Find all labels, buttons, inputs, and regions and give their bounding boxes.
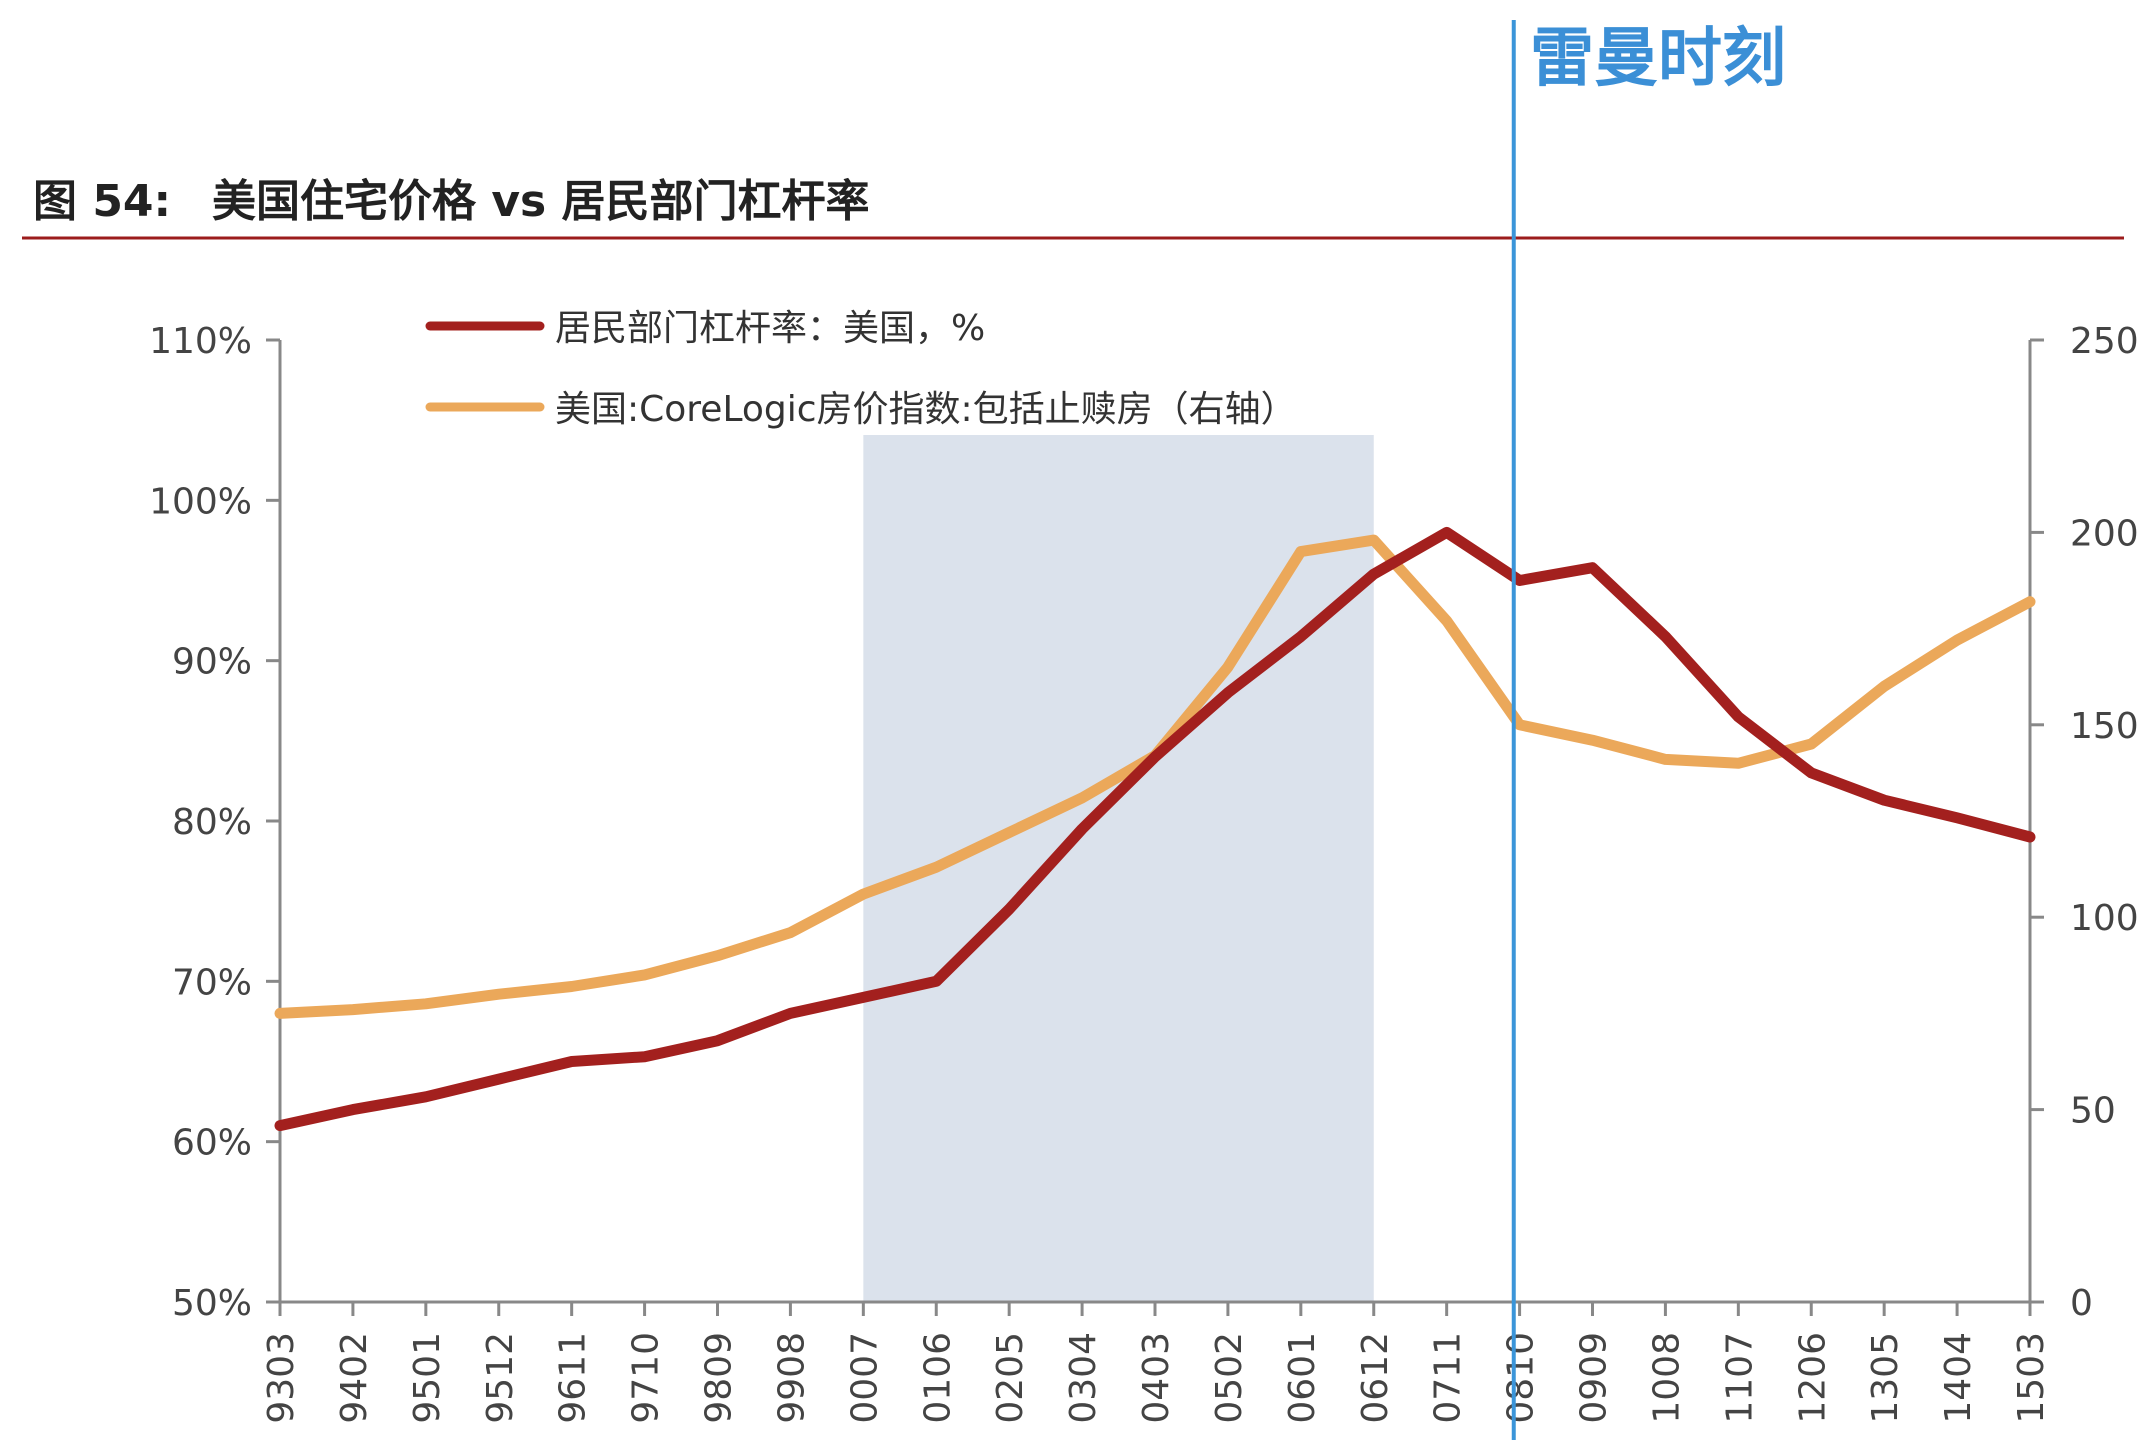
- leverage-point: [1153, 754, 1157, 759]
- x-tick-label: 0909: [1574, 1332, 1615, 1424]
- house-price-point: [861, 892, 866, 897]
- x-tick-label: 9710: [626, 1332, 667, 1424]
- house-price-point: [1225, 665, 1230, 670]
- leverage-point: [1225, 690, 1230, 695]
- house-price-point: [496, 992, 501, 997]
- house-price-point: [1590, 738, 1595, 743]
- x-tick-label: 9611: [553, 1332, 594, 1424]
- house-price-point: [1371, 538, 1376, 543]
- right-tick-label: 150: [2070, 706, 2139, 747]
- left-tick-label: 80%: [172, 802, 252, 843]
- x-tick-label: 0601: [1282, 1332, 1323, 1424]
- x-tick-label: 9303: [261, 1332, 302, 1424]
- leverage-point: [350, 1107, 355, 1112]
- right-tick-label: 250: [2070, 321, 2139, 362]
- leverage-point: [1882, 798, 1887, 803]
- house-price-point: [788, 930, 793, 935]
- x-tick-label: 1404: [1938, 1332, 1979, 1424]
- title-block: 图 54: 美国住宅价格 vs 居民部门杠杆率: [22, 176, 2124, 240]
- leverage-point: [1007, 907, 1012, 912]
- leverage-point: [861, 995, 866, 1000]
- leverage-point: [934, 979, 939, 984]
- series-layer: [274, 526, 2036, 1132]
- figure-number: 图 54:: [33, 176, 171, 227]
- left-tick-label: 110%: [149, 321, 252, 362]
- left-tick-label: 70%: [172, 962, 252, 1003]
- x-tick-label: 9908: [771, 1332, 812, 1424]
- left-tick-label: 50%: [172, 1283, 252, 1324]
- legend-label-house-price: 美国:CoreLogic房价指数:包括止赎房（右轴）: [555, 389, 1297, 430]
- leverage-point: [715, 1038, 720, 1043]
- house-price-point: [278, 1011, 282, 1016]
- x-tick-label: 9501: [407, 1332, 448, 1424]
- leverage-point: [1809, 770, 1814, 775]
- house-price-point: [715, 953, 720, 958]
- right-tick-label: 200: [2070, 513, 2139, 554]
- house-price-point: [1080, 795, 1085, 800]
- leverage-point: [1080, 827, 1085, 832]
- house-price-point: [642, 972, 647, 977]
- leverage-point: [642, 1054, 647, 1059]
- x-tick-label: 0502: [1209, 1332, 1250, 1424]
- leverage-point: [278, 1123, 282, 1128]
- leverage-point: [1663, 634, 1668, 639]
- x-tick-label: 0711: [1428, 1332, 1469, 1424]
- leverage-point: [423, 1094, 428, 1099]
- leverage-point: [788, 1011, 793, 1016]
- leverage-point: [1298, 634, 1303, 639]
- x-tick-label: 9512: [480, 1332, 521, 1424]
- x-tick-label: 0810: [1501, 1332, 1542, 1424]
- right-tick-label: 50: [2070, 1091, 2116, 1132]
- x-tick-label: 0205: [990, 1332, 1031, 1424]
- house-price-point: [1007, 830, 1012, 835]
- axes: 110% 100% 90% 80% 70% 60% 50% 250 200 150 100 50 0 93…: [149, 321, 2139, 1424]
- x-tick-label: 9402: [334, 1332, 375, 1424]
- house-price-point: [1517, 722, 1522, 727]
- house-price-point: [1809, 742, 1814, 747]
- x-tick-label: 0106: [917, 1332, 958, 1424]
- leverage-point: [569, 1059, 574, 1064]
- house-price-point: [423, 1001, 428, 1006]
- lehman-label: 雷曼时刻: [1530, 22, 1786, 96]
- house-price-point: [569, 984, 574, 989]
- x-tick-label: 1206: [1792, 1332, 1833, 1424]
- x-tick-label: 0403: [1136, 1332, 1177, 1424]
- house-price-point: [350, 1007, 355, 1012]
- x-tick-label: 0612: [1355, 1332, 1396, 1424]
- leverage-point: [496, 1077, 501, 1082]
- house-price-point: [1444, 618, 1449, 623]
- house-price-point: [934, 865, 939, 870]
- house-price-point: [2028, 599, 2032, 604]
- house-price-point: [1663, 757, 1668, 762]
- leverage-point: [1371, 572, 1376, 577]
- x-tick-label: 1008: [1646, 1332, 1687, 1424]
- house-price-point: [1955, 638, 1960, 643]
- x-tick-label: 1107: [1719, 1332, 1760, 1424]
- house-price-point: [1736, 761, 1741, 766]
- chart-title: 美国住宅价格 vs 居民部门杠杆率: [212, 176, 870, 227]
- legend-label-leverage: 居民部门杠杆率：美国，%: [555, 308, 985, 349]
- legend: 居民部门杠杆率：美国，% 美国:CoreLogic房价指数:包括止赎房（右轴）: [425, 308, 1297, 430]
- x-tick-label: 1305: [1865, 1332, 1906, 1424]
- leverage-point: [1444, 530, 1449, 535]
- x-tick-label: 0007: [844, 1332, 885, 1424]
- left-tick-label: 100%: [149, 481, 252, 522]
- lehman-annotation: 雷曼时刻: [1511, 20, 1786, 1440]
- x-tick-label: 0304: [1063, 1332, 1104, 1424]
- leverage-point: [1736, 714, 1741, 719]
- x-tick-label: 1503: [2011, 1332, 2052, 1424]
- house-price-point: [1298, 549, 1303, 554]
- x-tick-label: 9809: [699, 1332, 740, 1424]
- house-price-point: [1882, 684, 1887, 689]
- right-tick-label: 0: [2070, 1283, 2093, 1324]
- right-tick-label: 100: [2070, 898, 2139, 939]
- left-tick-label: 90%: [172, 642, 252, 683]
- left-tick-label: 60%: [172, 1123, 252, 1164]
- leverage-point: [1955, 815, 1960, 820]
- leverage-point: [1517, 578, 1522, 583]
- leverage-point: [2028, 835, 2032, 840]
- leverage-point: [1590, 565, 1595, 570]
